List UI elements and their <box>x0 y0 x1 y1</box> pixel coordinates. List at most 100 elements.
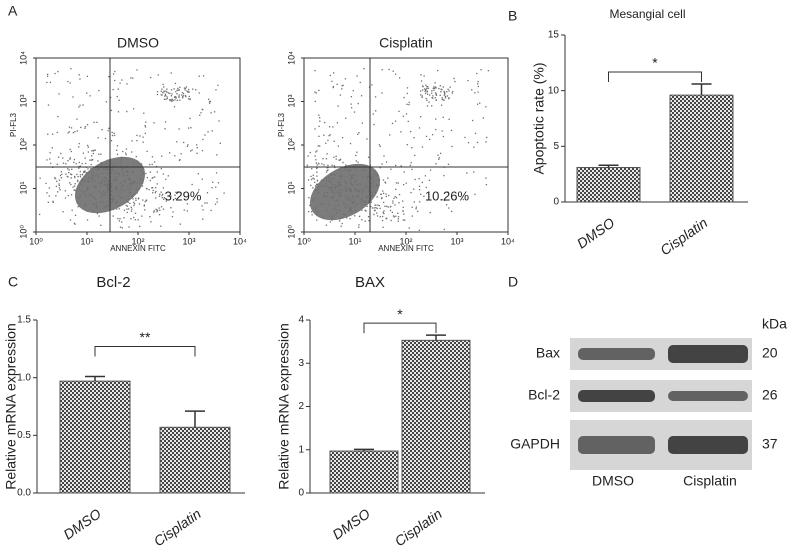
event-dot <box>477 80 479 83</box>
event-dot <box>112 198 115 201</box>
event-dot <box>191 149 193 151</box>
event-dot <box>161 155 163 157</box>
event-dot <box>407 120 409 123</box>
event-dot <box>350 95 353 98</box>
event-dot <box>118 99 120 101</box>
event-dot <box>132 183 134 185</box>
event-dot <box>127 198 129 201</box>
event-dot <box>382 190 384 192</box>
event-dot <box>383 210 385 212</box>
event-dot <box>438 87 440 90</box>
event-dot <box>162 187 165 189</box>
event-dot <box>169 99 172 102</box>
event-dot <box>129 184 132 187</box>
event-core <box>309 163 381 221</box>
event-dot <box>332 215 334 218</box>
event-dot <box>348 187 350 190</box>
event-dot <box>378 179 381 181</box>
event-dot <box>121 196 123 198</box>
event-dot <box>85 172 88 174</box>
event-dot <box>379 145 381 148</box>
event-dot <box>105 162 108 164</box>
event-dot <box>367 200 370 202</box>
event-dot <box>330 196 332 198</box>
event-dot <box>328 204 330 206</box>
event-dot <box>136 69 138 71</box>
event-dot <box>105 176 107 179</box>
y-tick-label: 5 <box>553 141 559 152</box>
event-dot <box>444 95 447 98</box>
event-dot <box>84 203 87 205</box>
event-dot <box>177 191 179 193</box>
event-dot <box>428 179 431 182</box>
event-dot <box>438 157 440 159</box>
event-dot <box>424 175 427 177</box>
blot-band <box>578 390 655 402</box>
event-dot <box>117 189 119 191</box>
event-dot <box>406 144 408 146</box>
event-dot <box>389 209 392 212</box>
event-dot <box>324 121 326 124</box>
event-dot <box>152 176 154 179</box>
event-dot <box>385 161 388 163</box>
event-dot <box>112 195 114 197</box>
event-dot <box>86 210 88 212</box>
event-dot <box>335 155 337 157</box>
event-dot <box>138 197 140 199</box>
event-dot <box>191 183 193 186</box>
event-dot <box>350 189 352 192</box>
event-dot <box>487 70 490 72</box>
event-dot <box>160 90 162 92</box>
event-dot <box>164 93 167 95</box>
event-dot <box>333 196 335 198</box>
y-tick-label: 10² <box>18 138 28 151</box>
event-dot <box>201 205 203 207</box>
event-dot <box>447 163 450 165</box>
event-dot <box>364 169 367 171</box>
event-dot <box>126 200 128 203</box>
event-dot <box>126 83 128 85</box>
event-dot <box>38 213 41 216</box>
event-dot <box>326 209 328 212</box>
event-dot <box>357 196 359 198</box>
event-dot <box>58 179 61 181</box>
event-dot <box>314 70 316 72</box>
bar <box>59 380 131 494</box>
event-dot <box>365 210 367 212</box>
event-dot <box>345 194 347 197</box>
event-dot <box>374 96 377 98</box>
event-dot <box>100 161 102 164</box>
event-dot <box>216 201 218 203</box>
event-dot <box>477 83 479 85</box>
event-dot <box>431 134 434 136</box>
event-dot <box>448 97 450 100</box>
event-dot <box>316 219 318 221</box>
event-dot <box>143 112 145 114</box>
x-tick-label: 10⁰ <box>297 236 311 246</box>
y-tick-label: 10³ <box>18 95 28 108</box>
event-dot <box>106 201 108 203</box>
event-dot <box>114 176 116 178</box>
event-dot <box>173 106 176 108</box>
event-dot <box>349 207 351 209</box>
y-tick-label: 0 <box>553 197 559 208</box>
event-dot <box>97 160 99 162</box>
event-dot <box>400 165 402 167</box>
event-dot <box>140 164 142 166</box>
event-dot <box>206 202 208 204</box>
event-dot <box>308 197 310 199</box>
event-dot <box>394 73 397 75</box>
event-dot <box>201 150 204 152</box>
significance-label: ** <box>140 329 151 345</box>
event-dot <box>58 93 60 95</box>
event-dot <box>379 207 381 210</box>
chart-title: DMSO <box>117 35 159 51</box>
y-tick-label: 10⁰ <box>286 225 296 239</box>
event-dot <box>104 206 106 208</box>
event-dot <box>98 153 100 155</box>
event-dot <box>144 209 146 211</box>
event-dot <box>335 188 337 190</box>
event-dot <box>381 219 384 222</box>
event-dot <box>170 195 172 197</box>
event-dot <box>134 219 137 221</box>
